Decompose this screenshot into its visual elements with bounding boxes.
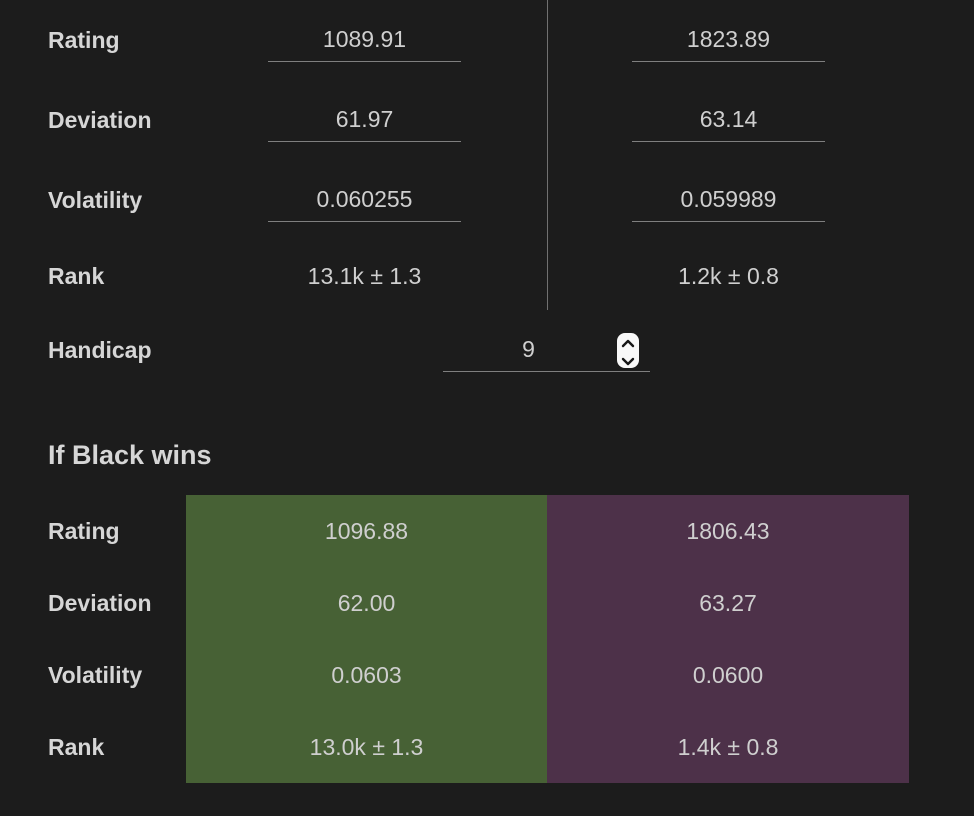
column-divider <box>547 0 548 310</box>
white-deviation-input[interactable] <box>632 98 825 142</box>
result-row-volatility: Volatility 0.0603 0.0600 <box>0 639 909 711</box>
black-deviation-input[interactable] <box>268 98 461 142</box>
black-rating-input[interactable] <box>268 18 461 62</box>
black-result-rank: 13.0k ± 1.3 <box>186 711 547 783</box>
handicap-input[interactable] <box>443 328 650 372</box>
deviation-label: Deviation <box>48 107 152 133</box>
result-row-deviation: Deviation 62.00 63.27 <box>0 567 909 639</box>
rank-label: Rank <box>48 263 105 289</box>
black-result-deviation: 62.00 <box>186 567 547 639</box>
black-volatility-input[interactable] <box>268 178 461 222</box>
result-rank-label: Rank <box>48 733 105 760</box>
white-rating-input[interactable] <box>632 18 825 62</box>
result-rating-label: Rating <box>48 517 120 544</box>
white-volatility-input[interactable] <box>632 178 825 222</box>
if-black-wins-table: Rating 1096.88 1806.43 Deviation 62.00 6… <box>0 495 909 783</box>
handicap-label: Handicap <box>48 337 152 363</box>
rating-label: Rating <box>48 27 120 53</box>
black-rank-value: 13.1k ± 1.3 <box>307 263 422 289</box>
white-result-deviation: 63.27 <box>547 567 909 639</box>
result-row-rating: Rating 1096.88 1806.43 <box>0 495 909 567</box>
result-deviation-label: Deviation <box>48 589 152 616</box>
white-rank-value: 1.2k ± 0.8 <box>678 263 779 289</box>
handicap-spinner[interactable] <box>617 333 639 368</box>
chevron-down-icon <box>621 353 635 371</box>
black-result-rating: 1096.88 <box>186 495 547 567</box>
white-result-rank: 1.4k ± 0.8 <box>547 711 909 783</box>
spinner-down-button[interactable] <box>617 353 639 371</box>
result-volatility-label: Volatility <box>48 661 143 688</box>
spinner-up-button[interactable] <box>617 335 639 353</box>
black-result-volatility: 0.0603 <box>186 639 547 711</box>
white-result-volatility: 0.0600 <box>547 639 909 711</box>
chevron-up-icon <box>621 335 635 353</box>
volatility-label: Volatility <box>48 187 143 213</box>
result-row-rank: Rank 13.0k ± 1.3 1.4k ± 0.8 <box>0 711 909 783</box>
if-black-wins-heading: If Black wins <box>48 440 212 470</box>
white-result-rating: 1806.43 <box>547 495 909 567</box>
